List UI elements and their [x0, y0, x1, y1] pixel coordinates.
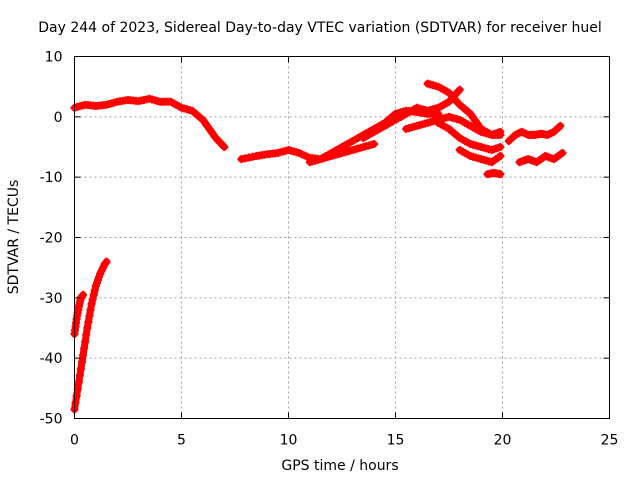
series-track-3	[70, 94, 229, 151]
data-point-marker	[81, 337, 90, 346]
data-point-marker	[87, 299, 96, 308]
data-point-marker	[90, 286, 99, 295]
data-point-marker	[77, 357, 86, 366]
data-point-marker	[73, 385, 82, 394]
data-point-marker	[496, 143, 505, 151]
data-point-marker	[72, 391, 81, 400]
data-point-marker	[496, 130, 505, 139]
data-point-marker	[80, 344, 89, 353]
series-track-13	[515, 149, 567, 167]
series-track-10	[455, 146, 505, 167]
data-point-marker	[75, 371, 84, 380]
y-tick-label: -30	[40, 291, 63, 307]
series-track-4	[237, 139, 379, 164]
data-point-marker	[496, 152, 505, 161]
x-tick-label: 15	[387, 433, 405, 449]
data-point-marker	[89, 290, 98, 299]
series-track-9	[434, 118, 505, 155]
data-point-marker	[79, 290, 88, 299]
data-point-marker	[102, 257, 111, 266]
data-point-marker	[76, 364, 85, 373]
data-point-marker	[83, 324, 92, 332]
x-axis-title: GPS time / hours	[281, 458, 398, 474]
y-tick-label: -20	[40, 231, 63, 247]
series-track-8	[423, 79, 505, 139]
data-point-marker	[82, 330, 91, 339]
y-tick-label: -10	[40, 170, 63, 186]
x-tick-label: 20	[494, 433, 512, 449]
series-band	[71, 258, 111, 413]
y-tick-label: 0	[54, 110, 63, 126]
series-track-5	[305, 106, 443, 167]
x-tick-label: 5	[177, 433, 186, 449]
chart-title: Day 244 of 2023, Sidereal Day-to-day VTE…	[38, 20, 601, 36]
data-point-marker	[496, 170, 505, 179]
data-point-marker	[74, 378, 83, 387]
y-tick-label: -50	[40, 412, 63, 428]
x-tick-label: 10	[280, 433, 298, 449]
grid	[74, 56, 610, 419]
series-track-6	[359, 85, 464, 142]
data-point-marker	[558, 149, 567, 158]
axis-ticks: 0 5 10 15 20 25 10 0 -10 -20 -30 -40 -50	[40, 50, 619, 449]
data-point-marker	[455, 85, 464, 94]
data-point-marker	[71, 398, 80, 407]
data-point-marker	[79, 351, 88, 360]
data-point-marker	[85, 311, 94, 320]
x-tick-label: 25	[601, 433, 619, 449]
series-track-12	[504, 121, 565, 145]
x-tick-label: 0	[70, 433, 79, 449]
data-point-marker	[370, 139, 379, 148]
data-point-marker	[88, 295, 97, 304]
data-point-marker	[84, 317, 93, 326]
data-point-marker	[86, 305, 95, 314]
data-point-marker	[556, 121, 565, 130]
y-axis-title: SDTVAR / TECUs	[6, 180, 22, 295]
data-layer	[70, 79, 567, 414]
y-tick-label: 10	[45, 50, 63, 66]
data-point-marker	[554, 123, 563, 132]
data-point-marker	[220, 143, 229, 151]
y-tick-label: -40	[40, 351, 63, 367]
series-track-11	[483, 168, 505, 179]
series-track-2	[70, 290, 88, 339]
series-track-1	[70, 257, 111, 414]
